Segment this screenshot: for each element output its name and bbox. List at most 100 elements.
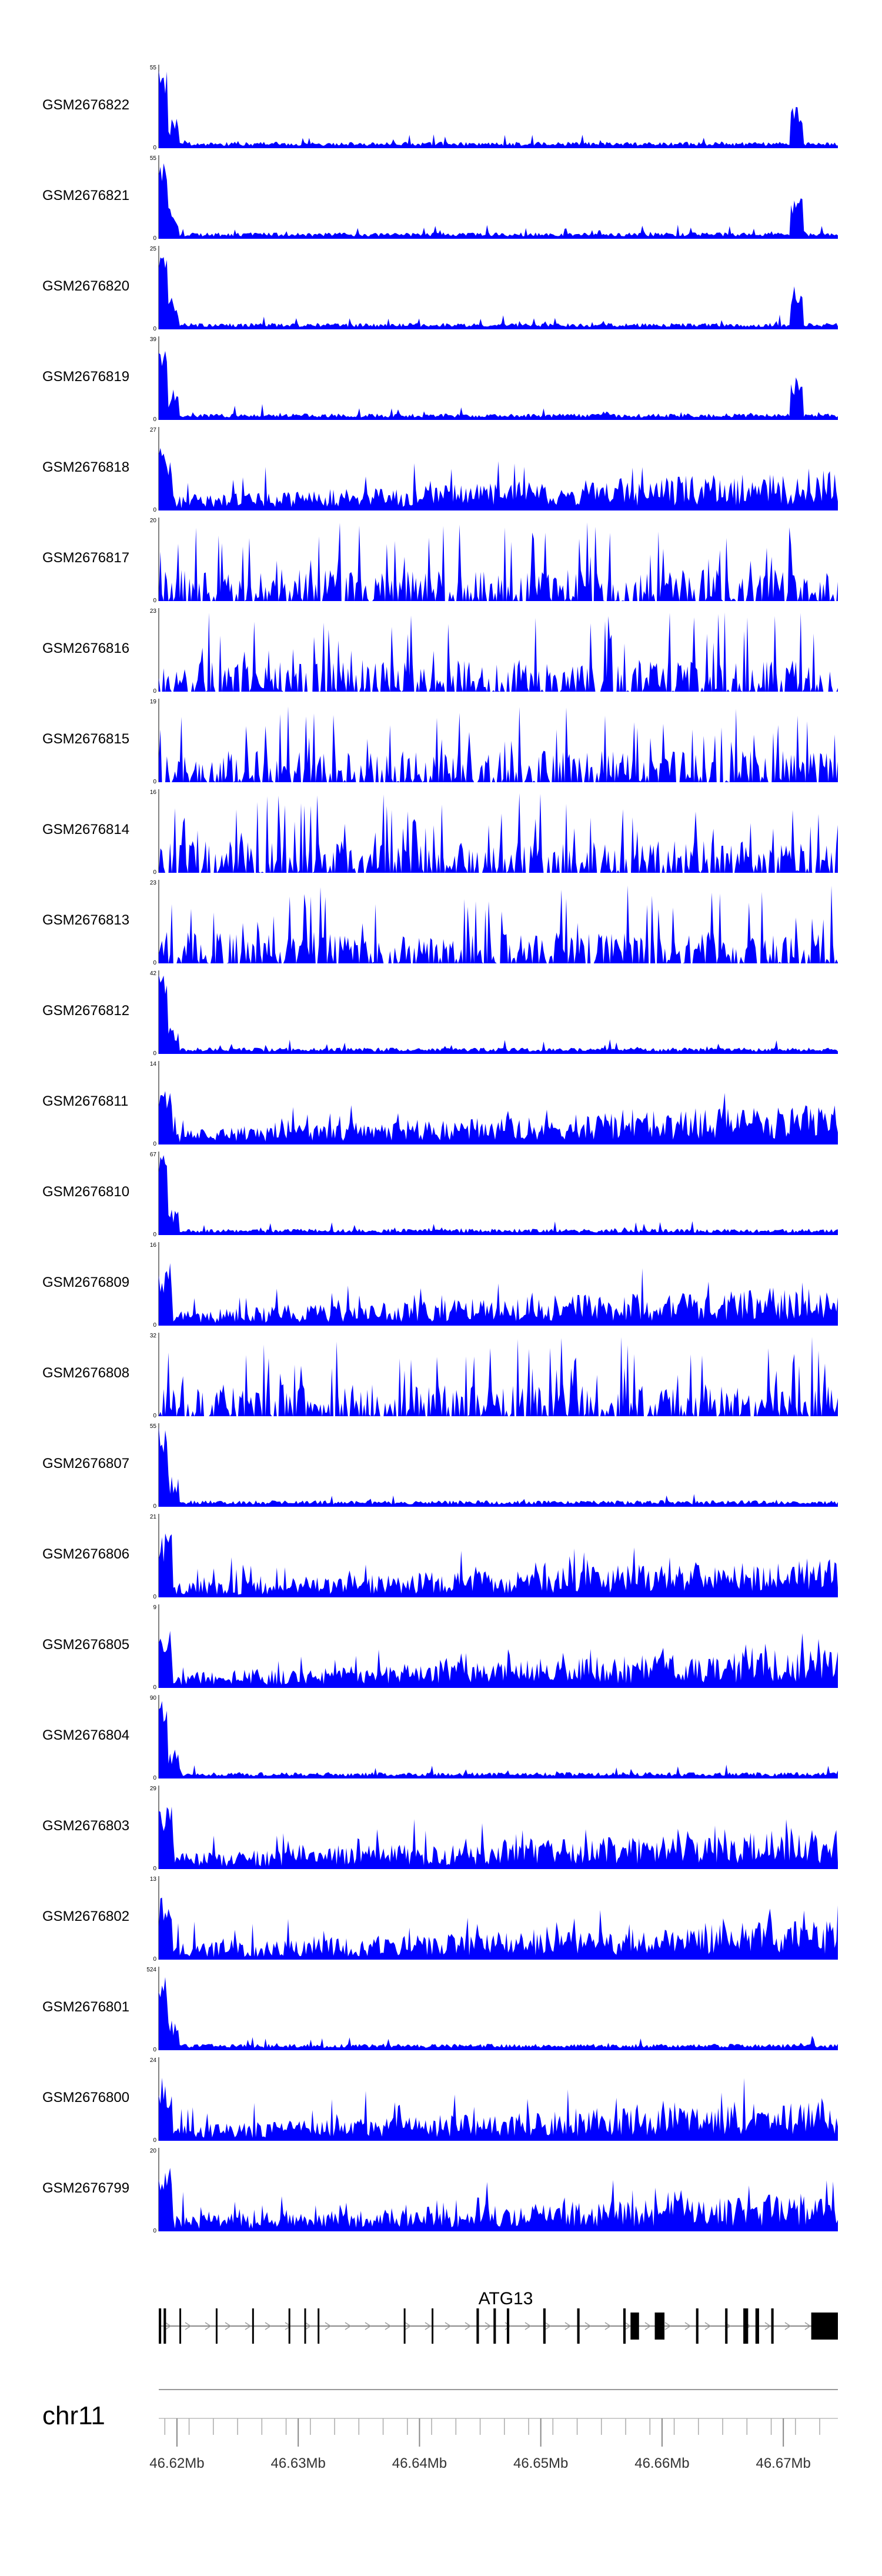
coverage-area — [159, 351, 838, 420]
coverage-area — [159, 163, 838, 239]
track-label: GSM2676813 — [42, 912, 129, 928]
coverage-area — [159, 2077, 838, 2141]
exon — [811, 2313, 838, 2340]
track-GSM2676821: GSM2676821 55 0 — [42, 155, 838, 242]
coverage-area — [159, 975, 838, 1054]
track-ymax-label: 14 — [150, 1061, 157, 1067]
strand-arrow — [265, 2322, 272, 2330]
track-ymin-label: 0 — [153, 1322, 156, 1329]
strand-arrow — [305, 2322, 312, 2330]
track-label: GSM2676812 — [42, 1003, 129, 1019]
coverage-area — [159, 1631, 838, 1688]
track-ymin-label: 0 — [153, 326, 156, 332]
track-ymax-label: 23 — [150, 608, 157, 615]
exon — [743, 2308, 749, 2344]
strand-arrow — [804, 2322, 811, 2330]
strand-arrow — [784, 2322, 791, 2330]
track-ymax-label: 16 — [150, 1242, 157, 1249]
exon — [696, 2308, 699, 2344]
track-ymax-label: 27 — [150, 427, 157, 433]
coverage-area — [159, 1897, 838, 1960]
track-ymax-label: 13 — [150, 1876, 157, 1883]
coverage-area — [159, 70, 838, 148]
track-label: GSM2676816 — [42, 640, 129, 656]
gene-track: ATG13 — [159, 2289, 838, 2344]
strand-arrow — [544, 2322, 552, 2330]
strand-arrow — [624, 2322, 632, 2330]
exon — [577, 2308, 580, 2344]
track-ymax-label: 19 — [150, 699, 157, 705]
track-GSM2676801: GSM2676801 524 0 — [42, 1967, 838, 2053]
strand-arrow — [405, 2322, 412, 2330]
strand-arrow — [425, 2322, 432, 2330]
axis-tick-label: 46.63Mb — [270, 2455, 325, 2471]
track-ymin-label: 0 — [153, 1141, 156, 1147]
strand-arrow — [385, 2322, 392, 2330]
exon — [493, 2308, 496, 2344]
track-ymin-label: 0 — [153, 1413, 156, 1419]
exon — [654, 2313, 665, 2340]
track-ymax-label: 42 — [150, 970, 157, 977]
track-ymin-label: 0 — [153, 1594, 156, 1600]
track-ymin-label: 0 — [153, 416, 156, 423]
track-GSM2676815: GSM2676815 19 0 — [42, 699, 838, 785]
track-ymin-label: 0 — [153, 145, 156, 151]
track-GSM2676805: GSM2676805 9 0 — [42, 1604, 838, 1691]
track-label: GSM2676802 — [42, 1908, 129, 1924]
strand-arrow — [644, 2322, 652, 2330]
strand-arrow — [165, 2322, 172, 2330]
track-GSM2676808: GSM2676808 32 0 — [42, 1333, 838, 1419]
track-label: GSM2676822 — [42, 97, 129, 113]
genome-axis: chr11 46.62Mb 46.63Mb 46.64Mb 46.65Mb 46.66M… — [42, 2389, 838, 2471]
track-label: GSM2676809 — [42, 1274, 129, 1290]
exon — [403, 2308, 406, 2344]
track-ymin-label: 0 — [153, 779, 156, 785]
track-label: GSM2676817 — [42, 550, 129, 566]
track-GSM2676802: GSM2676802 13 0 — [42, 1876, 838, 1963]
track-ymin-label: 0 — [153, 1956, 156, 1963]
coverage-area — [159, 2168, 838, 2231]
track-label: GSM2676799 — [42, 2180, 129, 2196]
coverage-area — [159, 793, 838, 873]
track-ymax-label: 24 — [150, 2057, 157, 2064]
strand-arrow — [664, 2322, 671, 2330]
track-label: GSM2676801 — [42, 1999, 129, 2015]
track-GSM2676809: GSM2676809 16 0 — [42, 1242, 838, 1329]
strand-arrow — [185, 2322, 192, 2330]
coverage-area — [159, 706, 838, 782]
strand-arrow — [465, 2322, 472, 2330]
exon — [179, 2308, 182, 2344]
exon — [252, 2308, 254, 2344]
gene-name-label: ATG13 — [479, 2289, 533, 2308]
track-ymax-label: 29 — [150, 1786, 157, 1792]
coverage-area — [159, 1263, 838, 1326]
axis-tick-label: 46.67Mb — [756, 2455, 810, 2471]
strand-arrow — [245, 2322, 252, 2330]
coverage-area — [159, 522, 838, 601]
track-ymax-label: 55 — [150, 65, 157, 71]
exon — [506, 2308, 510, 2344]
strand-arrow — [524, 2322, 532, 2330]
coverage-area — [159, 1701, 838, 1778]
track-ymin-label: 0 — [153, 1866, 156, 1872]
track-label: GSM2676811 — [42, 1093, 128, 1109]
coverage-area — [159, 257, 838, 329]
strand-arrow — [225, 2322, 232, 2330]
gene-model — [159, 2308, 838, 2344]
track-label: GSM2676810 — [42, 1184, 129, 1200]
track-GSM2676816: GSM2676816 23 0 — [42, 608, 838, 695]
coverage-area — [159, 1091, 838, 1144]
track-ymin-label: 0 — [153, 1232, 156, 1238]
track-ymax-label: 55 — [150, 155, 157, 162]
track-GSM2676817: GSM2676817 20 0 — [42, 518, 838, 604]
exon — [215, 2308, 218, 2344]
track-ymin-label: 0 — [153, 2228, 156, 2234]
coverage-area — [159, 1155, 838, 1235]
coverage-area — [159, 448, 838, 510]
track-ymax-label: 67 — [150, 1152, 157, 1158]
axis-ticks: 46.62Mb 46.63Mb 46.64Mb 46.65Mb 46.66Mb 46.67… — [149, 2389, 838, 2471]
track-GSM2676814: GSM2676814 16 0 — [42, 789, 838, 876]
track-GSM2676800: GSM2676800 24 0 — [42, 2057, 838, 2144]
track-GSM2676804: GSM2676804 90 0 — [42, 1695, 838, 1781]
